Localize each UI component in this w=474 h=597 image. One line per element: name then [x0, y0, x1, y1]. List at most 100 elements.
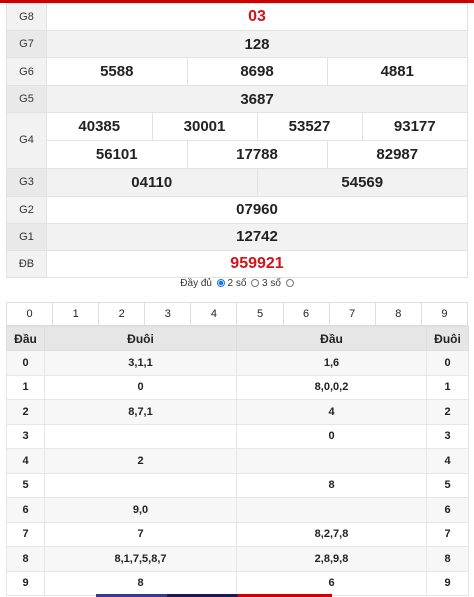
- prize-row-g5: G5 3687: [6, 85, 468, 113]
- digit-filter-3[interactable]: 3: [145, 303, 192, 325]
- loto-cell-duoi: 8: [44, 570, 237, 596]
- loto-cell-duoi2: 5: [426, 472, 469, 498]
- loto-cell-dau2: 8,0,0,2: [236, 374, 427, 400]
- special-prize-number: 959921: [46, 249, 468, 278]
- option-full-label[interactable]: Đầy đủ: [180, 278, 212, 289]
- radio-three-digit[interactable]: [251, 279, 260, 287]
- prize-number: 56101: [47, 140, 188, 168]
- top-color-strip: [0, 0, 474, 3]
- loto-row: 6 9,0 6: [6, 497, 469, 523]
- loto-cell-duoi2: 9: [426, 570, 469, 596]
- prize-number: 03: [46, 3, 468, 31]
- loto-cell-dau2: [236, 497, 427, 523]
- prize-label: G4: [6, 112, 47, 169]
- option-two-label[interactable]: 2 số: [227, 278, 247, 289]
- digit-filter-2[interactable]: 2: [99, 303, 146, 325]
- loto-cell-dau: 5: [6, 472, 45, 498]
- prize-row-g4: G4 40385 30001 53527 93177 56101 17788 8…: [6, 112, 468, 169]
- prize-row-g3: G3 04110 54569: [6, 167, 468, 197]
- loto-cell-duoi: [44, 423, 237, 449]
- digit-filter-4[interactable]: 4: [191, 303, 238, 325]
- loto-cell-dau: 1: [6, 374, 45, 400]
- prize-label: G1: [6, 222, 47, 251]
- prize-row-g7: G7 128: [6, 30, 468, 58]
- prize-number: 12742: [46, 222, 468, 251]
- prize-number: 53527: [257, 113, 363, 141]
- loto-cell-dau2: 0: [236, 423, 427, 449]
- loto-cell-dau2: 2,8,9,8: [236, 546, 427, 572]
- prize-label: G8: [6, 3, 47, 31]
- loto-cell-dau: 6: [6, 497, 45, 523]
- radio-full[interactable]: [285, 279, 294, 287]
- loto-table: Đầu Đuôi Đầu Đuôi 0 3,1,1 1,6 0 1 0 8,0,0,2 1 2 8…: [6, 326, 469, 596]
- digit-filter-9[interactable]: 9: [441, 308, 448, 320]
- loto-cell-dau: 4: [6, 448, 45, 474]
- header-head: Đầu: [6, 326, 45, 351]
- loto-cell-duoi: 7: [44, 521, 237, 547]
- loto-cell-duoi: 0: [44, 374, 237, 400]
- loto-row: 2 8,7,1 4 2: [6, 399, 469, 425]
- loto-header-row: Đầu Đuôi Đầu Đuôi: [6, 326, 469, 351]
- header-tail: Đuôi: [44, 326, 237, 351]
- loto-cell-dau: 0: [6, 350, 45, 376]
- digit-filter-5[interactable]: 5: [237, 303, 284, 325]
- prize-number: 82987: [376, 145, 419, 163]
- loto-cell-dau2: 8: [236, 472, 427, 498]
- header-tail-2: Đuôi: [426, 326, 469, 351]
- prize-row-g6: G6 5588 8698 4881: [6, 57, 468, 86]
- prize-row-g8: G8 03: [6, 3, 468, 31]
- loto-cell-duoi2: 2: [426, 399, 469, 425]
- loto-cell-duoi: 8,7,1: [44, 399, 237, 425]
- prize-number: 4881: [380, 63, 414, 80]
- loto-cell-dau2: [236, 448, 427, 474]
- loto-row: 8 8,1,7,5,8,7 2,8,9,8 8: [6, 546, 469, 572]
- display-options: Đầy đủ 2 số 3 số: [0, 278, 474, 289]
- prize-numbers-group: 04110 54569: [46, 167, 468, 197]
- digit-filter-0[interactable]: 0: [7, 303, 54, 325]
- prize-label: ĐB: [6, 249, 47, 278]
- prize-number: 07960: [46, 195, 468, 224]
- loto-cell-duoi: 3,1,1: [44, 350, 237, 376]
- digit-filter-7[interactable]: 7: [330, 303, 376, 325]
- prize-number: 04110: [47, 168, 258, 196]
- option-three-label[interactable]: 3 số: [262, 278, 281, 289]
- loto-cell-duoi2: 0: [426, 350, 469, 376]
- loto-cell-duoi: 8,1,7,5,8,7: [44, 546, 237, 572]
- prize-label: G5: [6, 85, 47, 113]
- loto-cell-dau2: 8,2,7,8: [236, 521, 427, 547]
- prize-numbers-group: 40385 30001 53527 93177 56101 17788 8298…: [46, 112, 468, 169]
- prize-row-g2: G2 07960: [6, 195, 468, 224]
- digit-filter-6[interactable]: 6: [284, 303, 330, 325]
- prize-number: 3687: [46, 85, 468, 113]
- loto-cell-dau: 8: [6, 546, 45, 572]
- loto-cell-duoi2: 4: [426, 448, 469, 474]
- loto-cell-duoi2: 8: [426, 546, 469, 572]
- loto-row: 1 0 8,0,0,2 1: [6, 374, 469, 400]
- prize-number: 30001: [152, 113, 258, 141]
- loto-row: 0 3,1,1 1,6 0: [6, 350, 469, 376]
- prize-number: 8698: [187, 58, 328, 85]
- digit-filter-8[interactable]: 8: [376, 303, 422, 325]
- prize-number: 40385: [47, 113, 153, 141]
- results-table: G8 03 G7 128 G6 5588 8698 4881 G5 3687 G…: [6, 3, 468, 278]
- prize-label: G2: [6, 195, 47, 224]
- loto-cell-dau2: 6: [236, 570, 427, 596]
- prize-number: 93177: [362, 113, 467, 141]
- loto-cell-dau2: 4: [236, 399, 427, 425]
- prize-number: 5588: [47, 58, 188, 85]
- digit-filter-bar: 0 1 2 3 4 5 6 7 8 9: [6, 302, 468, 326]
- loto-cell-duoi: [44, 472, 237, 498]
- loto-cell-dau2: 1,6: [236, 350, 427, 376]
- loto-cell-duoi2: 1: [426, 374, 469, 400]
- radio-two-digit[interactable]: [216, 279, 225, 287]
- prize-row-g1: G1 12742: [6, 222, 468, 251]
- prize-number: 17788: [187, 140, 328, 168]
- prize-number: 128: [46, 30, 468, 58]
- digit-filter-1[interactable]: 1: [53, 303, 100, 325]
- prize-number: 54569: [341, 173, 384, 191]
- loto-cell-duoi: 9,0: [44, 497, 237, 523]
